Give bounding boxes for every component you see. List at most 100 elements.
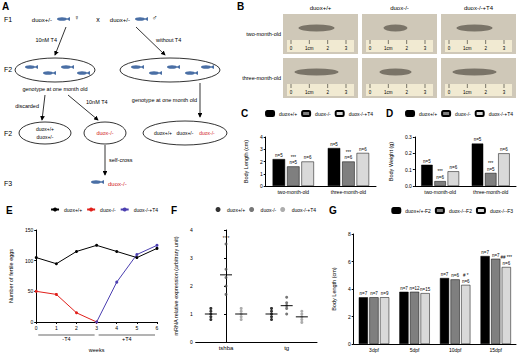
svg-text:6: 6	[348, 259, 351, 265]
svg-text:tg: tg	[284, 345, 289, 351]
svg-text:x: x	[96, 16, 100, 23]
svg-text:0: 0	[448, 46, 451, 51]
svg-text:+T4: +T4	[122, 336, 132, 342]
svg-text:D: D	[386, 108, 393, 119]
svg-text:n=6: n=6	[436, 175, 444, 180]
svg-text:n=5: n=5	[289, 160, 297, 165]
svg-text:10dpf: 10dpf	[449, 347, 462, 353]
svg-text:two-month-old: two-month-old	[424, 189, 456, 195]
svg-text:2: 2	[484, 90, 487, 95]
svg-text:two-month-old: two-month-old	[246, 31, 281, 37]
svg-text:4: 4	[348, 286, 351, 292]
svg-text:0: 0	[290, 46, 293, 51]
svg-text:n=5: n=5	[275, 153, 283, 158]
svg-text:4: 4	[260, 134, 263, 140]
svg-text:n=6: n=6	[345, 155, 353, 160]
svg-text:5dpf: 5dpf	[410, 347, 420, 353]
svg-text:A: A	[2, 1, 9, 12]
svg-text:0: 0	[260, 183, 263, 189]
svg-text:10nM T4: 10nM T4	[35, 37, 57, 43]
svg-text:Body Weight (g): Body Weight (g)	[388, 142, 394, 182]
svg-text:0: 0	[448, 90, 451, 95]
svg-text:genotype at one month old: genotype at one month old	[132, 97, 197, 103]
svg-text:2: 2	[326, 90, 329, 95]
svg-text:3: 3	[424, 90, 427, 95]
svg-text:n=6: n=6	[359, 147, 367, 152]
svg-text:***: ***	[438, 169, 444, 174]
svg-text:duox-/-: duox-/-	[100, 207, 116, 213]
svg-text:duox+/+: duox+/+	[310, 5, 332, 11]
svg-text:n=5: n=5	[330, 142, 338, 147]
svg-text:1cm: 1cm	[384, 90, 393, 95]
svg-text:n=7: n=7	[441, 272, 449, 277]
svg-text:1cm: 1cm	[463, 90, 472, 95]
svg-text:# *: # *	[463, 273, 469, 278]
svg-text:F1: F1	[4, 16, 12, 23]
svg-text:0: 0	[190, 339, 193, 345]
svg-text:duox-/-+T4: duox-/-+T4	[464, 5, 494, 11]
svg-text:duox+/+: duox+/+	[36, 126, 54, 132]
svg-text:duox-/-: duox-/-	[455, 111, 471, 117]
svg-text:15dpf: 15dpf	[489, 347, 502, 353]
svg-text:n=6: n=6	[451, 273, 459, 278]
svg-text:***: ***	[488, 161, 494, 166]
svg-text:duox+/+: duox+/+	[227, 207, 245, 213]
svg-text:3: 3	[95, 325, 98, 331]
svg-text:1cm: 1cm	[305, 46, 314, 51]
svg-text:F2: F2	[4, 66, 12, 73]
svg-text:duox-/-+T4: duox-/-+T4	[349, 111, 374, 117]
svg-text:1: 1	[190, 311, 193, 317]
svg-text:self-cross: self-cross	[109, 157, 133, 163]
svg-text:genotype at one month old: genotype at one month old	[22, 86, 87, 92]
svg-text:three-month-old: three-month-old	[473, 189, 509, 195]
svg-text:1cm: 1cm	[384, 46, 393, 51]
svg-text:***: ***	[291, 155, 297, 160]
svg-text:0.0: 0.0	[405, 183, 412, 189]
svg-text:Body Length (cm): Body Length (cm)	[331, 267, 337, 311]
svg-text:duox-/--F3: duox-/--F3	[490, 208, 513, 214]
svg-text:n=6: n=6	[304, 155, 312, 160]
svg-text:duox+/-: duox+/-	[177, 130, 194, 136]
svg-text:duox-/-+T4: duox-/-+T4	[292, 207, 317, 213]
svg-text:three-month-old: three-month-old	[242, 75, 281, 81]
svg-text:3: 3	[345, 90, 348, 95]
svg-text:duox+/+: duox+/+	[64, 207, 82, 213]
svg-text:3: 3	[190, 255, 193, 261]
svg-text:n=5: n=5	[487, 167, 495, 172]
svg-text:3: 3	[260, 146, 263, 152]
svg-text:150: 150	[25, 227, 34, 233]
svg-text:discarded: discarded	[15, 103, 39, 109]
svg-text:weeks: weeks	[88, 347, 105, 353]
svg-text:n=7: n=7	[400, 286, 408, 291]
svg-text:4: 4	[190, 227, 193, 233]
svg-text:n=9: n=9	[381, 291, 389, 296]
svg-text:duox-/--F2: duox-/--F2	[449, 208, 472, 214]
svg-text:F: F	[171, 205, 177, 216]
svg-text:C: C	[241, 108, 248, 119]
svg-text:n=7: n=7	[481, 250, 489, 255]
svg-text:duox-/-: duox-/-	[108, 181, 127, 187]
svg-text:duox+/+: duox+/+	[154, 130, 172, 136]
svg-text:0.2: 0.2	[405, 150, 412, 156]
svg-text:2: 2	[405, 46, 408, 51]
svg-text:3: 3	[345, 46, 348, 51]
svg-text:2: 2	[75, 325, 78, 331]
svg-text:three-month-old: three-month-old	[331, 189, 367, 195]
svg-text:0: 0	[30, 319, 33, 325]
svg-text:n=7: n=7	[370, 291, 378, 296]
svg-text:duox+/-: duox+/-	[110, 17, 130, 23]
svg-text:duox-/-: duox-/-	[199, 130, 215, 136]
svg-text:duox+/+: duox+/+	[279, 111, 297, 117]
svg-text:n=7: n=7	[360, 291, 368, 296]
svg-text:n=6: n=6	[462, 279, 470, 284]
svg-text:n=5: n=5	[423, 159, 431, 164]
svg-text:4: 4	[115, 325, 118, 331]
svg-text:2: 2	[190, 283, 193, 289]
svg-text:8: 8	[348, 231, 351, 237]
svg-text:1cm: 1cm	[305, 90, 314, 95]
svg-text:duox-/-: duox-/-	[261, 207, 277, 213]
svg-text:10nM T4: 10nM T4	[86, 99, 108, 105]
svg-text:100: 100	[25, 258, 34, 264]
svg-text:5: 5	[135, 325, 138, 331]
svg-text:0: 0	[35, 325, 38, 331]
